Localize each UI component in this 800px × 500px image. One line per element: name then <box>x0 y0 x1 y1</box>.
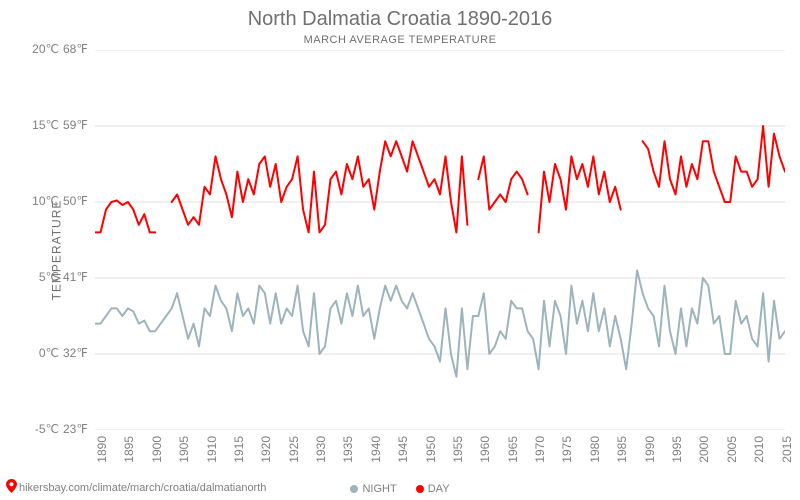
x-tick-year: 1980 <box>588 436 602 476</box>
series-day-line <box>643 126 785 202</box>
x-tick-year: 1995 <box>670 436 684 476</box>
y-tick-fahrenheit: 68℉ <box>63 42 88 56</box>
series-night-line <box>95 270 785 376</box>
x-tick-year: 2010 <box>752 436 766 476</box>
y-tick-fahrenheit: 50℉ <box>63 194 88 208</box>
x-tick-year: 1945 <box>396 436 410 476</box>
y-tick-fahrenheit: 23℉ <box>63 422 88 436</box>
x-tick-year: 1910 <box>205 436 219 476</box>
y-tick-celsius: 5℃ <box>39 270 59 284</box>
series-day-line <box>478 156 527 209</box>
y-tick-fahrenheit: 32℉ <box>63 346 88 360</box>
x-tick-year: 1895 <box>122 436 136 476</box>
legend-item-night: NIGHT <box>350 483 396 495</box>
x-tick-year: 1950 <box>424 436 438 476</box>
y-tick-fahrenheit: 41℉ <box>63 270 88 284</box>
x-tick-year: 1965 <box>506 436 520 476</box>
series-day-line <box>539 156 621 232</box>
x-tick-year: 1940 <box>369 436 383 476</box>
x-tick-year: 2005 <box>725 436 739 476</box>
x-tick-year: 1920 <box>259 436 273 476</box>
legend-label-day: DAY <box>428 483 450 495</box>
circle-icon <box>350 485 358 493</box>
y-tick-celsius: 15℃ <box>32 118 59 132</box>
x-tick-year: 1925 <box>287 436 301 476</box>
legend-item-day: DAY <box>416 483 450 495</box>
chart-container: North Dalmatia Croatia 1890-2016 MARCH A… <box>0 0 800 500</box>
x-tick-year: 1955 <box>451 436 465 476</box>
x-tick-year: 1905 <box>177 436 191 476</box>
series-day-line <box>172 141 468 232</box>
x-tick-year: 1990 <box>643 436 657 476</box>
y-tick-celsius: 0℃ <box>39 346 59 360</box>
x-tick-year: 1970 <box>533 436 547 476</box>
series-lines <box>95 50 785 430</box>
y-axis-label: TEMPERATURE <box>49 200 63 301</box>
y-tick-celsius: -5℃ <box>35 422 59 436</box>
x-tick-year: 2000 <box>697 436 711 476</box>
x-tick-year: 1930 <box>314 436 328 476</box>
circle-icon <box>416 485 424 493</box>
chart-title: North Dalmatia Croatia 1890-2016 <box>0 8 800 31</box>
y-tick-celsius: 10℃ <box>32 194 59 208</box>
x-tick-year: 2015 <box>780 436 794 476</box>
series-day-line <box>95 201 155 233</box>
attribution: hikersbay.com/climate/march/croatia/dalm… <box>6 479 266 496</box>
x-tick-year: 1975 <box>560 436 574 476</box>
map-pin-icon <box>6 479 17 496</box>
chart-subtitle: MARCH AVERAGE TEMPERATURE <box>0 34 800 46</box>
y-tick-fahrenheit: 59℉ <box>63 118 88 132</box>
x-tick-year: 1915 <box>232 436 246 476</box>
x-tick-year: 1960 <box>478 436 492 476</box>
attribution-text: hikersbay.com/climate/march/croatia/dalm… <box>19 482 266 494</box>
legend-label-night: NIGHT <box>362 483 396 495</box>
x-tick-year: 1900 <box>150 436 164 476</box>
plot-area <box>95 50 785 430</box>
y-tick-celsius: 20℃ <box>32 42 59 56</box>
x-tick-year: 1935 <box>341 436 355 476</box>
x-tick-year: 1890 <box>95 436 109 476</box>
x-tick-year: 1985 <box>615 436 629 476</box>
